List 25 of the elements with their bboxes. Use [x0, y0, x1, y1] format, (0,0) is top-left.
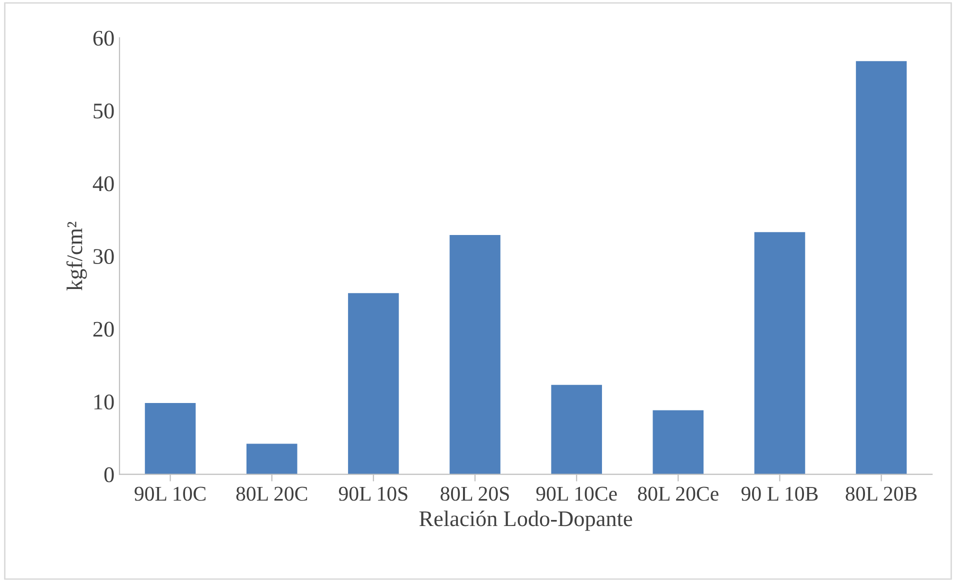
- x-tick-label: 80L 20C: [236, 486, 308, 501]
- x-tick-label: 80L 20S: [440, 486, 509, 501]
- x-tick-label: 90L 10Ce: [536, 486, 617, 501]
- bar: [551, 384, 602, 474]
- x-tick-label: 80L 20Ce: [638, 486, 718, 501]
- x-tick-label: 80L 20B: [846, 486, 917, 501]
- x-tick-label: 90 L 10B: [741, 486, 818, 501]
- y-tick-label: 10: [94, 394, 114, 410]
- y-tick-label: 50: [94, 104, 114, 119]
- y-tick-label: 0: [104, 467, 114, 482]
- y-tick-label: 30: [93, 249, 114, 264]
- x-tick-label: 90L 10C: [134, 486, 206, 501]
- bar: [652, 410, 704, 474]
- bar: [246, 444, 298, 474]
- y-tick-label: 40: [92, 176, 114, 192]
- y-tick-label: 20: [93, 322, 114, 337]
- x-axis-title: Relación Lodo-Dopante: [419, 510, 632, 531]
- bar: [450, 234, 500, 474]
- bar: [144, 403, 196, 474]
- bar: [754, 232, 806, 474]
- bar: [348, 293, 399, 474]
- bar: [856, 61, 907, 474]
- y-axis-title: kgf/cm²: [66, 222, 87, 290]
- y-tick-label: 60: [93, 30, 114, 46]
- x-tick-label: 90L 10S: [338, 486, 408, 501]
